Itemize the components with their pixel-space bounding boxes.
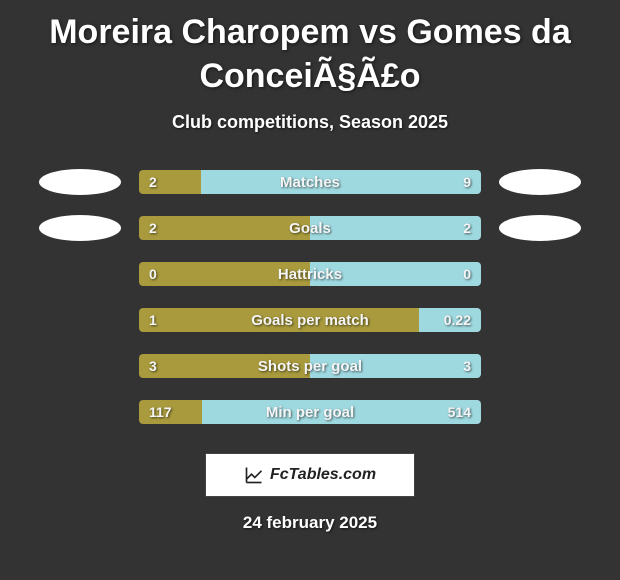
stat-row: Goals2 2 — [0, 205, 620, 251]
stat-label: Min per goal — [139, 400, 481, 424]
stat-value-left: 2 — [139, 170, 167, 194]
stat-value-left: 117 — [139, 400, 182, 424]
stat-bar: Goals per match1 0.22 — [139, 308, 481, 332]
player-right-avatar — [499, 169, 581, 195]
stat-value-right: 9 — [453, 170, 481, 194]
chart-icon — [244, 465, 264, 485]
stat-label: Hattricks — [139, 262, 481, 286]
stat-label: Goals per match — [139, 308, 481, 332]
stat-value-right: 514 — [438, 400, 481, 424]
player-right-avatar — [499, 215, 581, 241]
stat-row: Goals per match1 0.22 — [0, 297, 620, 343]
date-label: 24 february 2025 — [0, 513, 620, 533]
stat-bar: Hattricks0 0 — [139, 262, 481, 286]
brand-text: FcTables.com — [270, 466, 376, 484]
stat-bar: Matches2 9 — [139, 170, 481, 194]
player-left-avatar — [39, 215, 121, 241]
stat-row: Matches2 9 — [0, 159, 620, 205]
brand-badge: FcTables.com — [205, 453, 415, 497]
stat-value-left: 1 — [139, 308, 167, 332]
stat-row: Min per goal117 514 — [0, 389, 620, 435]
stat-value-right: 3 — [453, 354, 481, 378]
stat-label: Goals — [139, 216, 481, 240]
stat-value-left: 2 — [139, 216, 167, 240]
stats-container: Matches29Goals22Hattricks00Goals per mat… — [0, 159, 620, 435]
stat-row: Shots per goal3 3 — [0, 343, 620, 389]
stat-value-left: 0 — [139, 262, 167, 286]
stat-label: Matches — [139, 170, 481, 194]
stat-bar: Min per goal117 514 — [139, 400, 481, 424]
player-left-avatar — [39, 169, 121, 195]
stat-bar: Shots per goal3 3 — [139, 354, 481, 378]
stat-value-right: 0.22 — [434, 308, 481, 332]
stat-row: Hattricks0 0 — [0, 251, 620, 297]
subtitle: Club competitions, Season 2025 — [0, 112, 620, 133]
stat-value-right: 0 — [453, 262, 481, 286]
page-title: Moreira Charopem vs Gomes da ConceiÃ§Ã£o — [0, 0, 620, 98]
stat-label: Shots per goal — [139, 354, 481, 378]
stat-bar: Goals2 2 — [139, 216, 481, 240]
stat-value-right: 2 — [453, 216, 481, 240]
stat-value-left: 3 — [139, 354, 167, 378]
